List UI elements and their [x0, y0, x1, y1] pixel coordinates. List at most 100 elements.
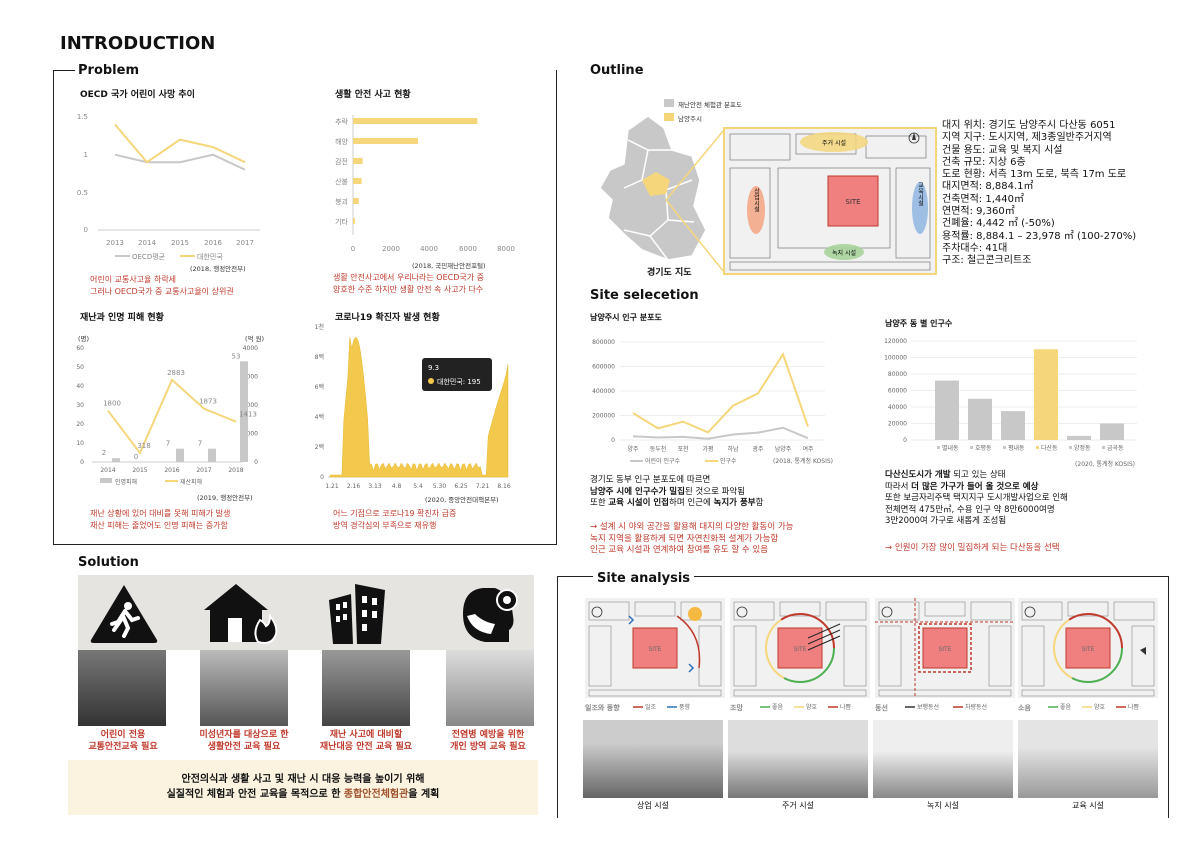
panel-legend-label: 나쁨 — [840, 703, 852, 711]
north-arrow-icon — [1024, 606, 1036, 618]
photo-caption: 교육 시설 — [1072, 801, 1104, 810]
dong-pop-xtick: 평내동 — [1008, 444, 1025, 452]
solution-title: Solution — [78, 555, 139, 570]
dong-pop-bar — [1034, 349, 1058, 440]
pop-dist-xtick: 동두천 — [650, 445, 667, 453]
oecd-ytick: 1.5 — [77, 113, 88, 121]
dong-pop-legend-swatch — [1069, 446, 1072, 449]
zoom-line — [666, 129, 725, 201]
solution-label-line: 재난 사고에 대비할 — [329, 730, 403, 740]
disaster-ytick-right: 2000 — [243, 402, 258, 409]
sel-line: 따라서 더 많은 가구가 들어 올 것으로 예상 — [885, 482, 1068, 494]
photo-caption: 주거 시설 — [782, 801, 814, 810]
outline-legend-label: 재난안전 체험관 분포도 — [678, 101, 742, 109]
solution-photo-traffic — [78, 650, 166, 726]
disaster-ytick-left: 10 — [76, 440, 84, 447]
sel-bold: 교육 시설이 인접 — [608, 498, 670, 508]
conclusion-highlight: 종합안전체험관 — [343, 789, 409, 800]
zoom-line — [666, 199, 725, 273]
disaster-property-line — [107, 378, 237, 455]
disaster-property-label: 1413 — [239, 411, 257, 419]
vehicle-path — [918, 623, 972, 673]
pop-dist-xtick: 하남 — [727, 445, 739, 453]
site-selection-left-text: 경기도 동부 인구 분포도에 따르면 남양주 시에 인구수가 밀집된 것으로 파… — [590, 475, 763, 510]
pop-dist-xtick: 포천 — [677, 445, 688, 453]
site-analysis-panel: SITE 일조와 풍향 일조 풍향 — [585, 598, 725, 712]
photo-residential — [728, 720, 868, 798]
covid-ytick: 8백 — [315, 353, 324, 361]
view-ring-fair — [765, 613, 835, 683]
photo-caption: 상업 시설 — [637, 801, 669, 810]
pop-dist-legend-label: 어린이 인구수 — [645, 457, 681, 465]
dong-pop-ytick: 40000 — [888, 404, 907, 411]
wind-icon — [688, 663, 695, 673]
accident-bar — [353, 218, 355, 224]
residential-label: 주거 시설 — [822, 139, 846, 147]
covid-note: 어느 기점으로 코로나19 확진자 급증 방역 경각심의 부족으로 재유행 — [333, 508, 456, 532]
solution-photo-mask — [446, 650, 534, 726]
panel-legend-label: 나쁨 — [1128, 703, 1140, 711]
outline-legend-swatch — [664, 99, 674, 107]
pop-dist-ytick: 600000 — [592, 364, 615, 371]
conclusion-text: 을 계획 — [408, 789, 440, 800]
panel-legend-label: 풍향 — [679, 703, 691, 711]
panel-block — [825, 601, 867, 621]
covid-note-line: 어느 기점으로 코로나19 확진자 급증 — [333, 509, 457, 518]
panel-block — [1131, 625, 1155, 687]
pop-dist-title: 남양주시 인구 분포도 — [590, 313, 662, 322]
outline-legend-swatch — [664, 113, 674, 121]
sun-path — [676, 615, 701, 669]
disaster-unit-right: (억 원) — [245, 335, 265, 343]
dong-pop-xtick: 양정동 — [1074, 444, 1091, 452]
green-zone — [824, 244, 864, 260]
site-analysis-panel: SITE 소음 좋음 양호 나쁨 — [1018, 598, 1158, 712]
sel-text: 된 것으로 파악됨 — [684, 486, 746, 497]
panel-legend-label: 양호 — [1094, 703, 1106, 711]
site-selection-title: Site selecetion — [590, 288, 699, 303]
site-analysis-panel: SITE 동선 보행동선 차량동선 — [875, 598, 1015, 712]
site-analysis-panel-title: 조망 — [730, 703, 743, 712]
disaster-casualty-bar — [240, 361, 248, 462]
oecd-series-oecd-line — [114, 153, 246, 171]
disaster-legend-swatch — [100, 478, 112, 483]
outline-map-caption: 경기도 지도 — [647, 268, 692, 278]
dong-pop-legend-swatch — [970, 446, 973, 449]
solution-label: 어린이 전용 교통안전교육 필요 — [68, 729, 178, 753]
accident-category-label: 기타 — [335, 217, 348, 226]
house-fire-icon — [204, 584, 278, 644]
panel-legend-label: 보행동선 — [917, 703, 939, 711]
solution-photo-disaster — [322, 650, 410, 726]
dong-pop-xtick: 다산동 — [1041, 444, 1058, 452]
covid-tooltip — [422, 358, 492, 391]
info-line: 대지 위치: 경기도 남양주시 다산동 6051 — [942, 120, 1116, 131]
panel-site-label: SITE — [938, 646, 951, 653]
accident-bar — [353, 158, 363, 164]
panel-blocks — [733, 601, 867, 697]
sel-text: 함 — [755, 498, 764, 508]
covid-xtick: 4.8 — [392, 483, 402, 490]
pop-dist-line-chart: 0 200000 400000 600000 800000 양주 동두천 포천 가평 하남 광주 남… — [592, 339, 833, 465]
dong-pop-ytick: 20000 — [888, 421, 907, 428]
photo-commercial — [583, 720, 723, 798]
site-analysis-panel-title: 소음 — [1018, 703, 1031, 712]
accident-category-label: 해양 — [335, 137, 348, 146]
sel-line: 남양주 시에 인구수가 밀집된 것으로 파악됨 — [590, 487, 763, 499]
disaster-casualty-label: 7 — [198, 440, 202, 448]
panel-blocks — [878, 601, 1012, 697]
dong-pop-ytick: 0 — [903, 437, 907, 444]
info-line: 지역 지구: 도시지역, 제3종일반주거지역 — [942, 132, 1112, 144]
info-line: 건폐율: 4,442 ㎡ (-50%) — [942, 218, 1055, 230]
dong-pop-bar — [1100, 423, 1124, 440]
north-arrow-icon — [736, 606, 748, 618]
conclusion-text: 실질적인 체험과 안전 교육을 목적으로 한 — [166, 789, 344, 800]
oecd-ytick: 0.5 — [77, 189, 88, 197]
oecd-legend-label: OECD평균 — [132, 252, 166, 261]
info-line: 건물 용도: 교육 및 복지 시설 — [942, 144, 1063, 156]
view-arrow — [807, 635, 841, 651]
covid-xtick: 8.16 — [497, 483, 511, 490]
panel-block — [988, 625, 1012, 687]
oecd-ytick: 0 — [84, 226, 88, 234]
sun-icon — [688, 607, 702, 621]
oecd-note-line: 어린이 교통사고율 하락세 — [90, 275, 177, 284]
